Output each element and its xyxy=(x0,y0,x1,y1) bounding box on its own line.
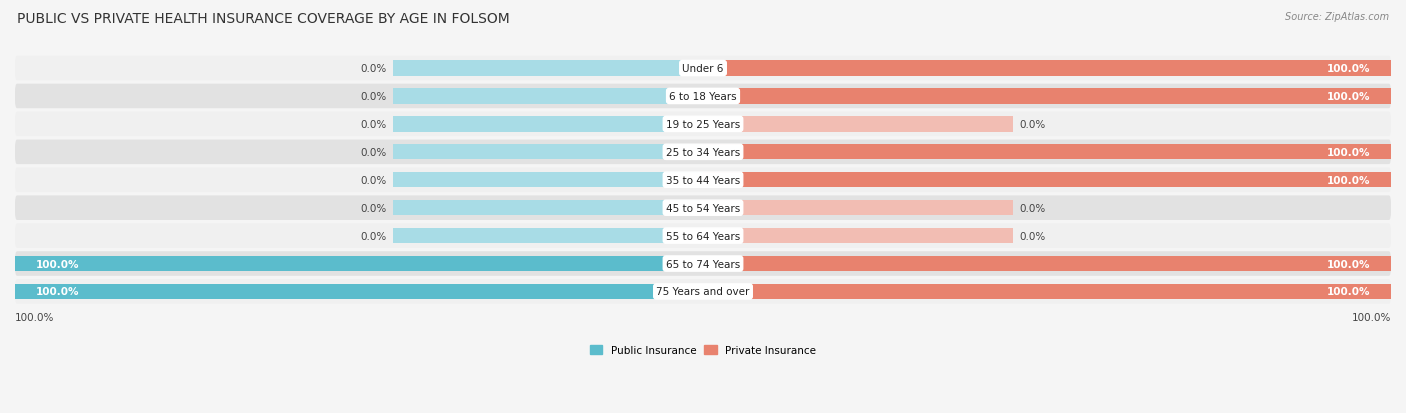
Bar xyxy=(703,201,1012,216)
Text: 100.0%: 100.0% xyxy=(35,287,79,297)
Text: 0.0%: 0.0% xyxy=(360,176,387,185)
Bar xyxy=(703,173,1012,188)
Text: 100.0%: 100.0% xyxy=(35,259,79,269)
Bar xyxy=(394,89,703,104)
Text: 75 Years and over: 75 Years and over xyxy=(657,287,749,297)
Text: 0.0%: 0.0% xyxy=(1019,231,1046,241)
Bar xyxy=(703,256,1391,272)
Text: 100.0%: 100.0% xyxy=(1351,312,1391,322)
Text: 25 to 34 Years: 25 to 34 Years xyxy=(666,147,740,157)
Text: 0.0%: 0.0% xyxy=(360,147,387,157)
Text: 100.0%: 100.0% xyxy=(1327,92,1371,102)
Text: 0.0%: 0.0% xyxy=(1019,120,1046,130)
FancyBboxPatch shape xyxy=(15,84,1391,109)
Text: 100.0%: 100.0% xyxy=(1327,259,1371,269)
Text: 65 to 74 Years: 65 to 74 Years xyxy=(666,259,740,269)
Bar xyxy=(703,284,1391,299)
Bar xyxy=(394,256,703,272)
Bar xyxy=(15,256,703,272)
FancyBboxPatch shape xyxy=(15,168,1391,192)
Text: 55 to 64 Years: 55 to 64 Years xyxy=(666,231,740,241)
Bar xyxy=(703,145,1012,160)
Bar xyxy=(394,145,703,160)
Bar xyxy=(15,284,703,299)
FancyBboxPatch shape xyxy=(15,252,1391,276)
Bar xyxy=(394,228,703,244)
Text: 35 to 44 Years: 35 to 44 Years xyxy=(666,176,740,185)
Bar xyxy=(703,61,1391,76)
Bar xyxy=(394,117,703,132)
FancyBboxPatch shape xyxy=(15,112,1391,137)
Text: 0.0%: 0.0% xyxy=(360,92,387,102)
Bar xyxy=(703,89,1391,104)
Text: 19 to 25 Years: 19 to 25 Years xyxy=(666,120,740,130)
FancyBboxPatch shape xyxy=(15,224,1391,248)
Bar xyxy=(703,284,1012,299)
Bar xyxy=(703,61,1012,76)
Bar xyxy=(703,117,1012,132)
Text: 0.0%: 0.0% xyxy=(360,203,387,213)
Text: 0.0%: 0.0% xyxy=(360,231,387,241)
Text: Source: ZipAtlas.com: Source: ZipAtlas.com xyxy=(1285,12,1389,22)
Bar xyxy=(703,256,1012,272)
Bar xyxy=(703,145,1391,160)
Text: PUBLIC VS PRIVATE HEALTH INSURANCE COVERAGE BY AGE IN FOLSOM: PUBLIC VS PRIVATE HEALTH INSURANCE COVER… xyxy=(17,12,509,26)
Bar xyxy=(394,201,703,216)
Text: 0.0%: 0.0% xyxy=(360,120,387,130)
Text: 45 to 54 Years: 45 to 54 Years xyxy=(666,203,740,213)
Text: 100.0%: 100.0% xyxy=(1327,147,1371,157)
Bar xyxy=(703,228,1012,244)
Text: 100.0%: 100.0% xyxy=(15,312,55,322)
Text: 6 to 18 Years: 6 to 18 Years xyxy=(669,92,737,102)
FancyBboxPatch shape xyxy=(15,196,1391,221)
Text: 100.0%: 100.0% xyxy=(1327,287,1371,297)
Bar xyxy=(394,284,703,299)
Text: Under 6: Under 6 xyxy=(682,64,724,74)
Text: 100.0%: 100.0% xyxy=(1327,64,1371,74)
Bar xyxy=(394,61,703,76)
FancyBboxPatch shape xyxy=(15,280,1391,304)
Text: 0.0%: 0.0% xyxy=(360,64,387,74)
Bar xyxy=(703,89,1012,104)
FancyBboxPatch shape xyxy=(15,57,1391,81)
Bar xyxy=(703,173,1391,188)
Text: 0.0%: 0.0% xyxy=(1019,203,1046,213)
Legend: Public Insurance, Private Insurance: Public Insurance, Private Insurance xyxy=(585,342,821,360)
Bar xyxy=(394,173,703,188)
FancyBboxPatch shape xyxy=(15,140,1391,165)
Text: 100.0%: 100.0% xyxy=(1327,176,1371,185)
